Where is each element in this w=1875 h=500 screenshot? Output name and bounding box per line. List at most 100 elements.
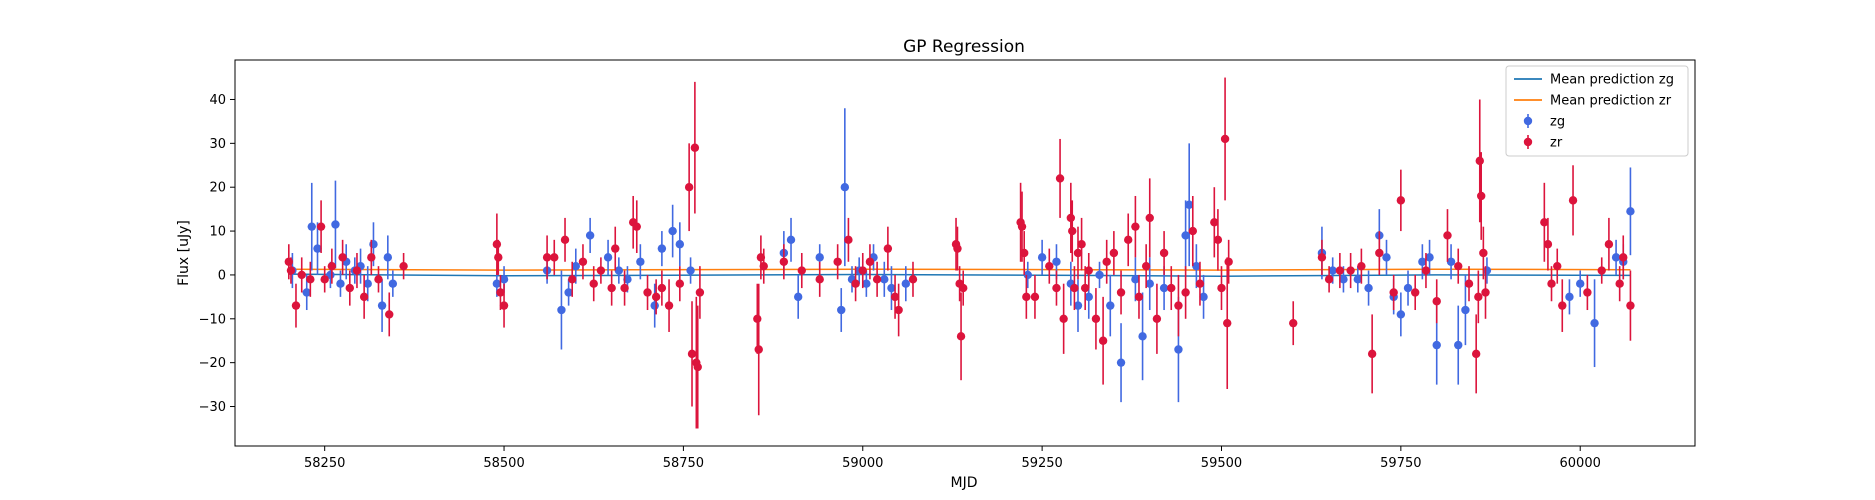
data-point-zr (291, 301, 301, 310)
data-point-zg (1192, 261, 1201, 271)
data-point-zr (865, 257, 875, 266)
x-tick-label: 58750 (663, 456, 704, 471)
data-point-zg (1131, 275, 1140, 284)
data-point-zg (1185, 200, 1194, 209)
legend-box (1505, 65, 1689, 157)
data-point-zr (1068, 226, 1077, 236)
data-point-zg (675, 240, 685, 249)
data-point-zr (1396, 196, 1406, 205)
data-point-zr (1583, 288, 1592, 297)
legend-item-zg: zg (1523, 114, 1565, 130)
x-tick-label: 60000 (1560, 456, 1601, 471)
data-point-zr (1220, 134, 1230, 144)
data-point-zr (956, 332, 966, 341)
legend-label: zr (1550, 136, 1563, 151)
data-point-zr (1167, 283, 1176, 293)
legend-marker-swatch (1523, 116, 1533, 126)
data-point-zg (1138, 332, 1147, 341)
data-point-zg (650, 301, 659, 310)
data-point-zr (695, 288, 705, 297)
data-point-zg (336, 279, 345, 288)
data-point-zr (1324, 275, 1334, 284)
data-point-zg (492, 279, 502, 288)
y-axis-label: Flux [uJy] (176, 220, 192, 286)
data-point-zr (385, 310, 394, 319)
data-point-zr (833, 257, 842, 266)
data-point-zr (1052, 283, 1061, 293)
data-point-zr (1124, 235, 1133, 245)
data-point-zr (1481, 288, 1490, 297)
data-point-zr (1131, 222, 1140, 231)
data-point-zr (851, 279, 860, 288)
data-point-zr (320, 275, 329, 284)
data-point-zr (542, 253, 552, 262)
x-tick-label: 59000 (842, 456, 883, 471)
data-point-zg (1073, 301, 1083, 310)
data-point-zr (693, 362, 702, 372)
data-point-zr (1553, 261, 1562, 271)
data-point-zr (858, 266, 867, 275)
data-point-zr (890, 292, 900, 302)
data-point-zr (643, 288, 652, 297)
data-point-zr (1022, 292, 1031, 302)
data-point-zr (399, 261, 408, 271)
data-point-zr (1017, 222, 1027, 231)
data-point-zg (557, 305, 566, 315)
data-point-zg (1106, 301, 1115, 310)
data-point-zr (1134, 292, 1144, 302)
y-tick-label: 30 (209, 137, 226, 152)
y-tick-label: 10 (209, 225, 226, 240)
data-point-zr (286, 266, 296, 275)
data-point-zg (1396, 310, 1406, 319)
data-point-zg (1159, 283, 1169, 293)
data-point-zr (632, 222, 641, 231)
data-point-zg (1328, 266, 1337, 275)
data-point-zr (1109, 248, 1119, 258)
data-point-zr (1421, 266, 1431, 275)
data-point-zg (363, 279, 372, 288)
x-tick-label: 59750 (1380, 456, 1421, 471)
data-point-zg (331, 220, 340, 229)
data-point-zr (664, 301, 674, 310)
data-point-zr (1045, 261, 1054, 271)
data-point-zg (1174, 345, 1183, 354)
chart-title: GP Regression (903, 37, 1025, 57)
legend-item-mean-prediction-zg: Mean prediction zg (1514, 73, 1674, 88)
data-point-zg (1084, 292, 1093, 302)
data-point-zr (1335, 266, 1345, 275)
data-point-zg (686, 266, 695, 275)
data-point-zr (1357, 261, 1366, 271)
data-point-zg (614, 266, 624, 275)
data-point-zg (887, 283, 896, 293)
data-point-zr (684, 183, 694, 192)
data-point-zr (306, 275, 315, 284)
data-point-zr (1464, 279, 1474, 288)
data-point-zr (1145, 213, 1154, 223)
data-point-zr (1181, 288, 1190, 297)
data-point-zr (607, 283, 616, 293)
data-point-zr (759, 261, 768, 271)
legend-item-zr: zr (1523, 135, 1563, 151)
data-point-zr (499, 301, 509, 310)
y-tick-label: 40 (209, 93, 226, 108)
y-tick-label: −20 (199, 356, 226, 371)
data-point-zg (307, 222, 316, 231)
data-point-zg (585, 231, 595, 240)
data-point-zg (377, 301, 387, 310)
data-point-zg (603, 253, 613, 262)
data-point-zr (1389, 288, 1398, 297)
data-point-zr (1547, 279, 1556, 288)
data-point-zg (1116, 358, 1126, 367)
data-point-zr (560, 235, 570, 245)
data-point-zr (779, 257, 789, 266)
data-point-zg (1425, 253, 1434, 262)
y-tick-label: −10 (199, 312, 226, 327)
data-point-zg (313, 244, 322, 253)
data-point-zr (578, 257, 588, 266)
data-point-zg (1454, 340, 1463, 350)
data-point-zr (1375, 248, 1384, 258)
data-point-zr (589, 279, 598, 288)
data-point-zr (374, 275, 383, 284)
data-point-zr (1141, 261, 1151, 271)
data-point-zr (797, 266, 806, 275)
